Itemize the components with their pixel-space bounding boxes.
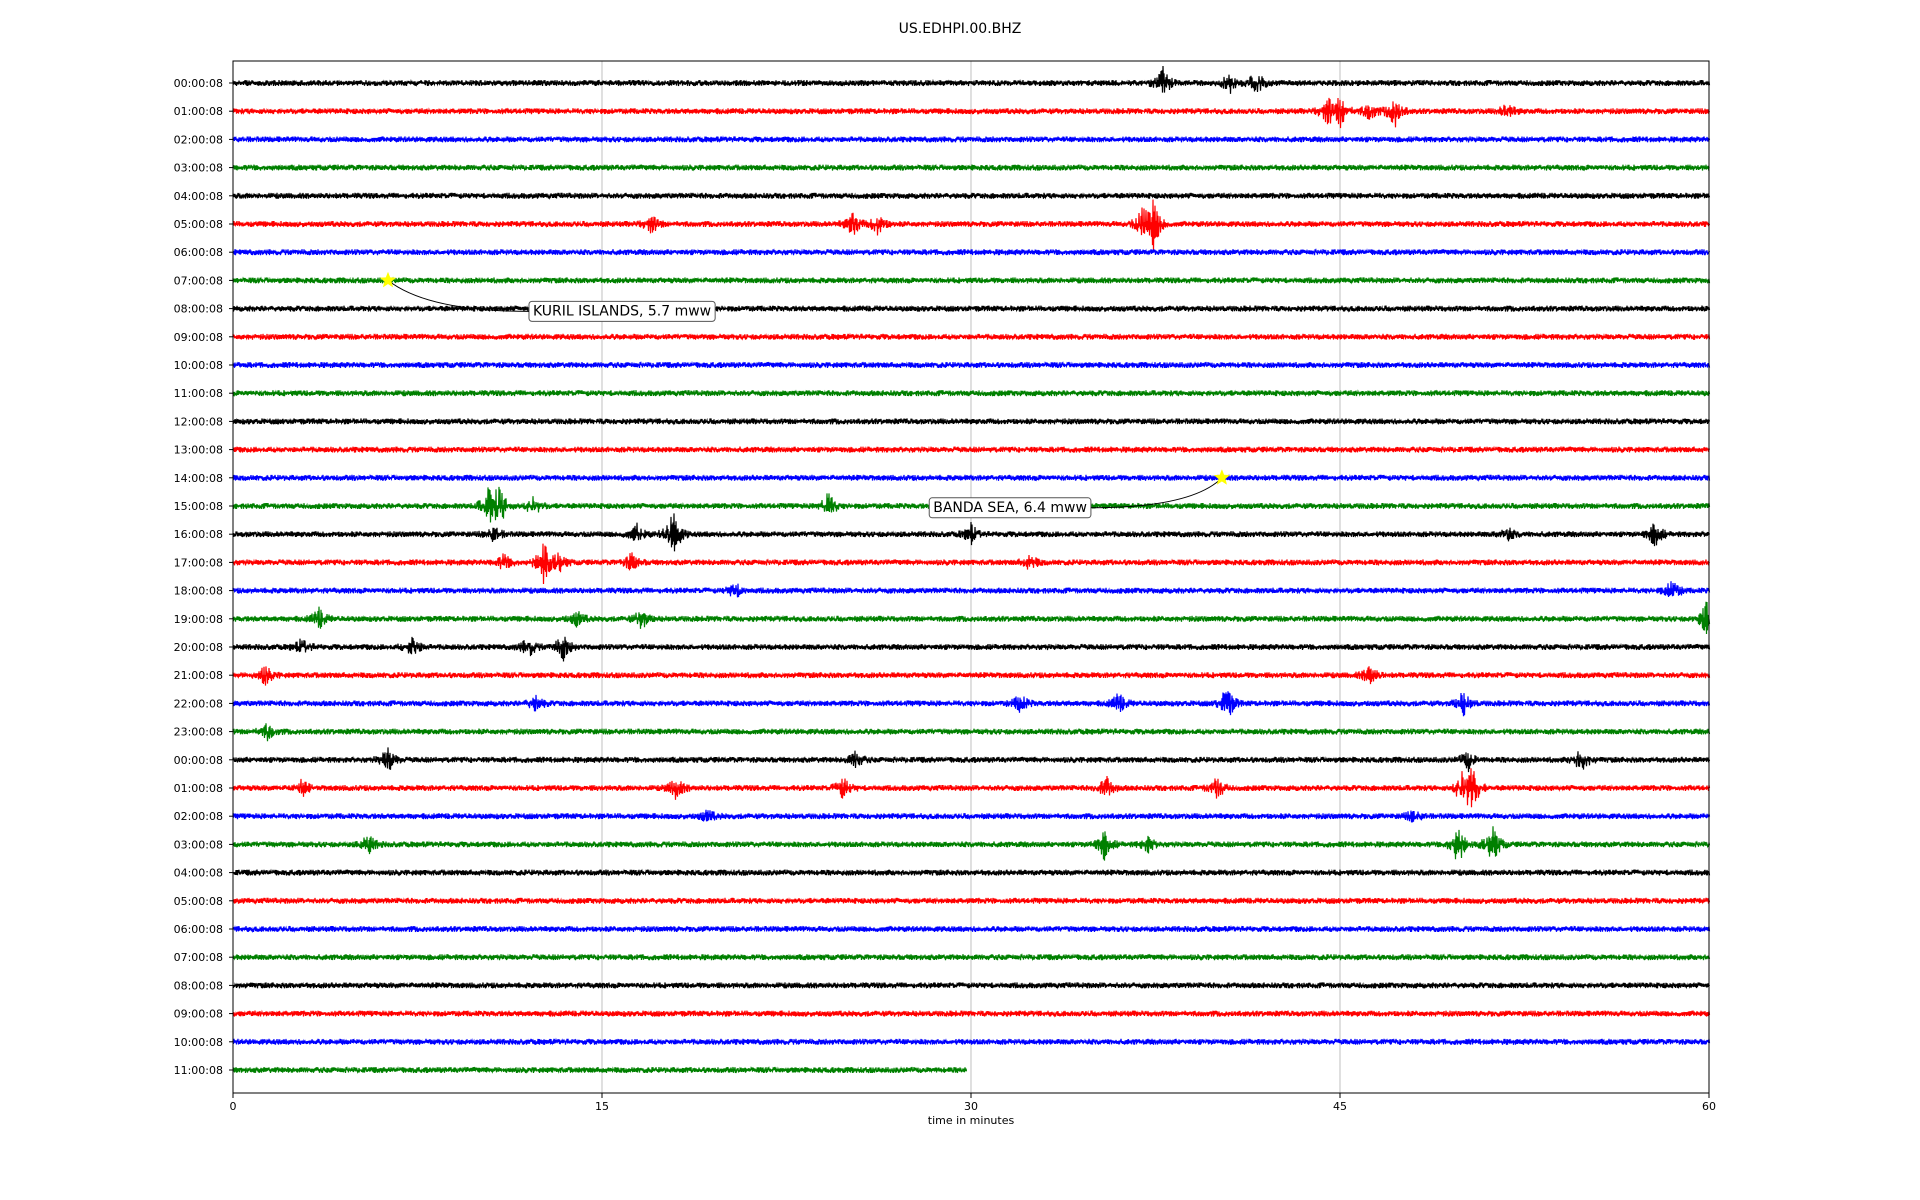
events-layer: KURIL ISLANDS, 5.7 mww BANDA SEA, 6.4 mww [379,271,1231,519]
row-time-label: 00:00:08 [174,754,223,767]
trace-line [232,636,1711,662]
trace-line [232,1065,968,1075]
trace-line [232,747,1711,773]
trace-line [232,868,1711,877]
row-time-label: 10:00:08 [174,359,223,372]
trace-line [232,809,1711,823]
row-time-label: 01:00:08 [174,782,223,795]
row-time-label: 07:00:08 [174,274,223,287]
x-tick-label: 30 [964,1100,978,1113]
row-time-label: 19:00:08 [174,613,223,626]
trace-line [232,924,1711,934]
trace-line [232,163,1710,172]
event-label: BANDA SEA, 6.4 mww [933,500,1087,516]
row-time-label: 14:00:08 [174,472,223,485]
row-time-label: 06:00:08 [174,246,223,259]
trace-line [232,66,1711,94]
row-time-label: 16:00:08 [174,528,223,541]
row-time-label: 17:00:08 [174,556,223,569]
row-time-label: 03:00:08 [174,838,223,851]
row-labels-layer: 00:00:08 01:00:08 02:00:08 03:00:08 04:00:08… [174,77,233,1077]
trace-line [232,445,1711,454]
row-time-label: 20:00:08 [174,641,223,654]
row-time-label: 05:00:08 [174,895,223,908]
row-time-label: 07:00:08 [174,951,223,964]
trace-line [232,360,1711,370]
row-time-label: 08:00:08 [174,303,223,316]
x-axis-label: time in minutes [928,1114,1015,1127]
row-time-label: 01:00:08 [174,105,223,118]
trace-line [232,896,1711,905]
event-annotation: BANDA SEA, 6.4 mww [928,469,1231,519]
row-time-label: 11:00:08 [174,387,223,400]
row-time-label: 12:00:08 [174,415,223,428]
row-time-label: 05:00:08 [174,218,223,231]
trace-line [232,332,1711,341]
row-time-label: 15:00:08 [174,500,223,513]
event-connector [387,280,529,312]
trace-line [232,248,1711,257]
row-time-label: 22:00:08 [174,697,223,710]
x-tick-label: 0 [230,1100,237,1113]
row-time-label: 02:00:08 [174,810,223,823]
grid-layer [601,61,1341,1093]
x-tick-label: 45 [1333,1100,1347,1113]
event-annotation: KURIL ISLANDS, 5.7 mww [379,271,716,322]
trace-line [232,473,1711,482]
trace-line [232,666,1711,686]
trace-line [232,1009,1711,1018]
row-time-label: 09:00:08 [174,331,223,344]
trace-line [232,97,1711,129]
x-tick-label: 60 [1702,1100,1716,1113]
event-label: KURIL ISLANDS, 5.7 mww [533,303,711,319]
trace-line [232,581,1711,598]
trace-line [232,981,1711,990]
row-time-label: 10:00:08 [174,1036,223,1049]
row-time-label: 08:00:08 [174,979,223,992]
row-time-label: 09:00:08 [174,1008,223,1021]
event-star-icon [379,271,397,288]
row-time-label: 00:00:08 [174,77,223,90]
trace-line [232,1037,1711,1046]
event-connector [1090,477,1223,509]
trace-line [232,276,1711,285]
trace-line [232,417,1711,426]
x-ticks-layer: 0 15 30 45 60 time in minutes [230,1093,1716,1127]
trace-line [232,768,1711,808]
trace-line [232,199,1711,252]
row-time-label: 11:00:08 [174,1064,223,1077]
row-time-label: 04:00:08 [174,867,223,880]
row-time-label: 02:00:08 [174,133,223,146]
event-star-icon [1213,469,1231,485]
row-time-label: 03:00:08 [174,162,223,175]
trace-line [232,135,1711,144]
trace-line [232,601,1711,634]
row-time-label: 06:00:08 [174,923,223,936]
trace-line [232,691,1711,717]
trace-line [232,723,1711,742]
row-time-label: 13:00:08 [174,444,223,457]
row-time-label: 18:00:08 [174,585,223,598]
row-time-label: 21:00:08 [174,669,223,682]
row-time-label: 23:00:08 [174,726,223,739]
chart-title: US.EDHPI.00.BHZ [898,21,1022,37]
row-time-label: 04:00:08 [174,190,223,203]
x-tick-label: 15 [595,1100,609,1113]
trace-line [232,191,1711,200]
trace-layer [232,66,1711,1075]
trace-line [232,953,1711,962]
trace-line [232,513,1711,552]
trace-line [232,543,1711,585]
trace-line [232,826,1711,861]
trace-line [232,389,1711,398]
